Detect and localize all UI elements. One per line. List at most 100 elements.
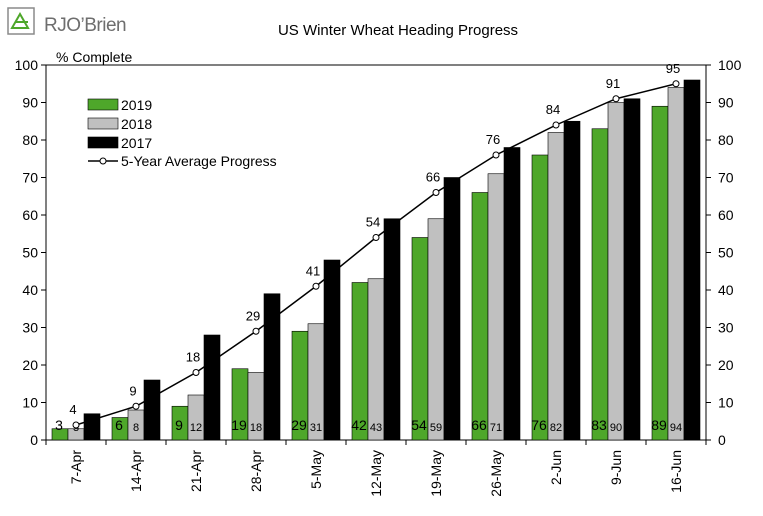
data-label-2018: 31 xyxy=(310,422,322,434)
x-tick-label: 7-Apr xyxy=(68,450,84,485)
data-label-2019: 83 xyxy=(591,417,607,433)
legend-swatch-2019 xyxy=(87,98,119,111)
average-data-label: 18 xyxy=(186,350,200,365)
average-point xyxy=(72,421,80,429)
data-label-2019: 29 xyxy=(291,417,307,433)
bar-2017 xyxy=(503,147,521,441)
bar-2017 xyxy=(623,98,641,441)
average-point xyxy=(612,95,620,103)
x-tick-label: 19-May xyxy=(428,450,444,497)
data-label-2019: 19 xyxy=(231,417,247,433)
y-tick-label-left: 90 xyxy=(22,95,38,111)
legend-swatch-2018 xyxy=(87,117,119,130)
bar-2017 xyxy=(683,79,701,441)
bar-2017 xyxy=(263,293,281,441)
data-label-2019: 66 xyxy=(471,417,487,433)
legend-label-2019: 2019 xyxy=(121,97,152,113)
average-data-label: 4 xyxy=(69,402,76,417)
x-tick-label: 9-Jun xyxy=(608,450,624,485)
y-tick-label-right: 100 xyxy=(718,57,742,73)
y-tick-label-right: 40 xyxy=(718,282,734,298)
data-label-2018: 94 xyxy=(670,422,682,434)
legend-swatch-2017 xyxy=(87,136,119,149)
average-point xyxy=(252,327,260,335)
data-label-2019: 6 xyxy=(115,417,123,433)
data-label-2019: 42 xyxy=(351,417,367,433)
bar-2018 xyxy=(427,218,445,441)
bar-2017 xyxy=(143,379,161,441)
y-tick-label-left: 40 xyxy=(22,282,38,298)
x-tick-label: 21-Apr xyxy=(188,450,204,492)
average-point xyxy=(492,151,500,159)
data-label-2019: 3 xyxy=(55,417,63,433)
data-label-2019: 9 xyxy=(175,417,183,433)
legend: 2019 2018 2017 5-Year Average Progress xyxy=(87,97,277,169)
bar-2017 xyxy=(443,177,461,441)
y-tick-label-right: 10 xyxy=(718,395,734,411)
average-data-label: 66 xyxy=(426,170,440,185)
bar-2018 xyxy=(367,278,385,441)
logo-text-main: RJO xyxy=(44,15,81,36)
average-point xyxy=(372,234,380,241)
y-tick-label-left: 100 xyxy=(15,57,39,73)
bar-2019 xyxy=(471,192,489,441)
bar-2017 xyxy=(203,334,221,441)
data-label-2018: 71 xyxy=(490,422,502,434)
legend-line-marker xyxy=(99,157,107,165)
bar-2017 xyxy=(563,120,581,441)
y-tick-label-right: 30 xyxy=(718,320,734,336)
rjobrien-logo: RJO’Brien xyxy=(6,6,127,36)
bar-2018 xyxy=(667,87,685,441)
bar-2017 xyxy=(383,218,401,441)
data-label-2018: 82 xyxy=(550,422,562,434)
y-tick-label-right: 90 xyxy=(718,95,734,111)
y-tick-label-left: 50 xyxy=(22,245,38,261)
data-label-2018: 59 xyxy=(430,422,442,434)
y-tick-label-left: 80 xyxy=(22,132,38,148)
y-tick-label-left: 70 xyxy=(22,170,38,186)
average-data-label: 76 xyxy=(486,132,500,147)
y-tick-label-left: 0 xyxy=(30,432,38,448)
average-data-label: 54 xyxy=(366,215,380,230)
y-tick-label-left: 10 xyxy=(22,395,38,411)
bar-2018 xyxy=(487,173,505,441)
average-data-label: 84 xyxy=(546,102,560,117)
bar-2017 xyxy=(83,413,101,441)
average-point xyxy=(132,402,140,410)
average-data-label: 95 xyxy=(666,61,680,76)
bar-2019 xyxy=(411,237,429,441)
x-tick-label: 26-May xyxy=(488,450,504,497)
globe-icon xyxy=(7,7,35,35)
bar-2019 xyxy=(531,154,549,441)
data-label-2019: 76 xyxy=(531,417,547,433)
data-label-2018: 12 xyxy=(190,422,202,434)
logo-text-accent: ’Brien xyxy=(80,15,127,36)
y-tick-label-left: 60 xyxy=(22,207,38,223)
bar-2018 xyxy=(607,102,625,441)
y-tick-label-right: 0 xyxy=(718,432,726,448)
average-data-label: 29 xyxy=(246,308,260,323)
average-point xyxy=(432,189,440,196)
x-tick-label: 28-Apr xyxy=(248,450,264,492)
y-tick-label-right: 20 xyxy=(718,357,734,373)
legend-label-average: 5-Year Average Progress xyxy=(121,153,277,169)
bar-2019 xyxy=(591,128,609,441)
y-tick-label-right: 70 xyxy=(718,170,734,186)
x-tick-label: 16-Jun xyxy=(668,450,684,493)
y-tick-label-right: 60 xyxy=(718,207,734,223)
data-label-2018: 90 xyxy=(610,422,622,434)
data-label-2019: 54 xyxy=(411,417,427,433)
average-point xyxy=(672,80,680,88)
legend-label-2017: 2017 xyxy=(121,135,152,151)
data-label-2018: 18 xyxy=(250,422,262,434)
bar-2019 xyxy=(651,105,669,441)
x-tick-label: 2-Jun xyxy=(548,450,564,485)
average-data-label: 9 xyxy=(129,383,136,398)
data-label-2019: 89 xyxy=(651,417,667,433)
y-tick-label-left: 30 xyxy=(22,320,38,336)
data-label-2018: 8 xyxy=(133,422,139,434)
legend-label-2018: 2018 xyxy=(121,116,152,132)
y-axis-label: % Complete xyxy=(56,49,132,65)
average-point xyxy=(192,369,200,376)
